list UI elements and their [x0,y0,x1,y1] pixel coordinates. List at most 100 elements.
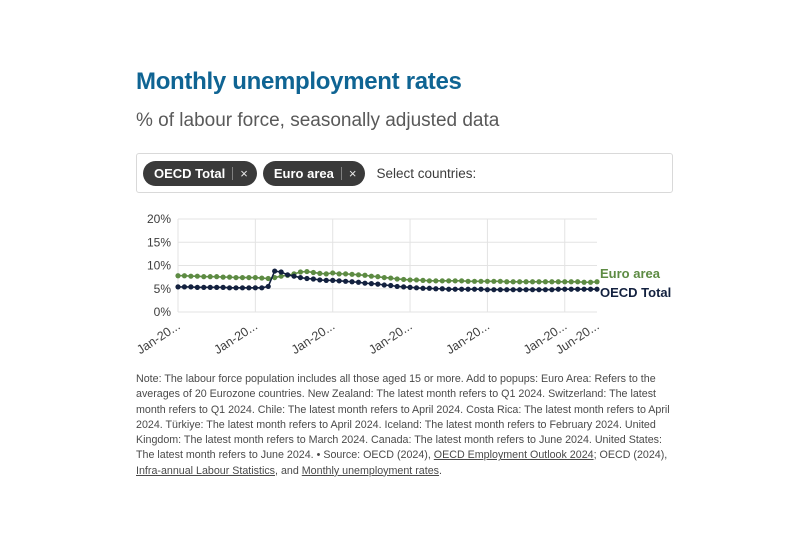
data-point [265,283,271,290]
data-point [523,287,529,293]
select-countries-label: Select countries: [376,165,477,181]
data-point [413,285,420,291]
data-point [194,273,200,279]
data-point [452,278,458,284]
data-point [330,270,336,276]
y-tick-label: 20% [147,212,171,226]
data-point [349,271,355,277]
data-point [542,279,549,285]
data-point [272,274,278,281]
data-point [310,269,316,276]
data-point [330,277,336,283]
data-point [246,285,252,291]
data-point [562,286,568,292]
link-monthly-unemployment-rates[interactable]: Monthly unemployment rates [301,464,440,477]
note-text: Note: The labour force population includ… [136,373,670,462]
data-point [575,286,581,292]
link-infra-annual-labour-statistics[interactable]: Infra-annual Labour Statistics [136,464,276,477]
data-point [310,276,316,282]
data-point [510,279,516,285]
data-point [433,286,439,292]
data-point [523,279,529,285]
remove-chip-icon[interactable]: × [240,165,248,181]
data-point [181,273,188,279]
data-point [188,284,194,290]
data-point [587,279,594,285]
country-select-box[interactable]: OECD Total × Euro area × Select countrie… [136,153,673,193]
remove-chip-icon[interactable]: × [348,165,357,181]
data-point [407,284,413,290]
data-point [549,287,555,293]
x-tick-label: Jan-20... [134,319,182,357]
y-tick-label: 10% [147,259,171,273]
data-point [252,285,258,291]
data-point [214,284,220,290]
data-point [201,274,207,280]
data-point [517,287,523,293]
filter-chip-euro-area[interactable]: Euro area × [262,160,366,186]
data-point [497,287,503,293]
data-point [336,271,342,277]
data-point [497,278,503,284]
data-point [175,273,181,279]
link-oecd-employment-outlook[interactable]: OECD Employment Outlook 2024 [433,449,594,462]
data-point [181,284,188,290]
data-point [317,277,323,283]
data-point [504,287,510,293]
data-point [349,279,355,285]
data-point [278,273,284,279]
data-point [297,274,304,281]
data-point [536,287,542,293]
data-point [459,278,465,284]
data-point [394,283,400,290]
data-point [239,274,246,281]
data-point [529,287,536,293]
data-point [323,277,329,283]
data-point [439,286,445,292]
data-point [478,286,484,292]
data-point [375,274,381,280]
data-point [452,286,458,292]
data-point [317,270,323,277]
x-tick-label: Jan-20... [444,319,492,357]
data-point [291,273,297,279]
data-point [587,286,594,292]
data-point [355,279,362,285]
data-point [581,286,587,292]
data-point [491,287,497,293]
data-point [375,281,381,287]
data-point [465,278,471,284]
data-point [233,285,239,291]
data-point [594,279,600,285]
data-point [388,282,394,289]
legend-oecd-total: OECD Total [600,285,672,300]
data-point [446,278,452,284]
unemployment-line-chart: 0% 5% 10% 15% 20% Jan-20... Jan-20... Jan-20...… [134,212,601,357]
data-point [233,274,239,281]
data-point [426,285,432,291]
data-point [175,284,181,290]
data-point [542,287,549,293]
data-point [355,272,362,278]
data-point [439,278,445,284]
data-point [362,272,368,278]
data-point [368,273,374,279]
data-point [304,268,310,275]
data-point [433,278,439,284]
data-point [420,277,426,283]
data-point [246,274,252,281]
page-subtitle: % of labour force, seasonally adjusted d… [136,110,500,131]
data-point [401,276,407,283]
data-point [388,275,394,281]
data-point [426,278,432,284]
data-point [555,286,561,292]
data-point [575,279,581,285]
data-point [594,286,600,292]
data-point [568,286,574,292]
filter-chip-oecd-total[interactable]: OECD Total × [143,160,257,186]
y-tick-label: 5% [154,282,172,296]
data-point [343,271,349,277]
data-point [459,286,465,292]
data-point [259,275,265,281]
data-point [517,279,523,285]
